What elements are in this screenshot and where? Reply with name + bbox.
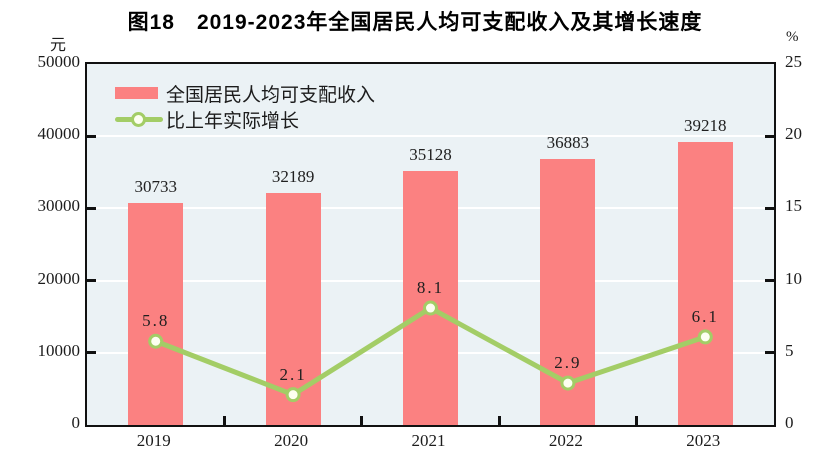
left-axis-tick-label: 10000 [37, 340, 81, 360]
x-axis-label-2021: 2021 [411, 431, 446, 450]
right-axis-tick-label: 25 [785, 52, 802, 71]
left-axis-tick-label: 30000 [37, 196, 81, 216]
growth-point-2021 [423, 300, 438, 316]
growth-value-label: 2.9 [554, 353, 582, 373]
right-axis-tick-label: 15 [785, 196, 802, 216]
right-axis-tick-label: 5 [785, 340, 794, 360]
left-axis-tick-label: 50000 [37, 52, 81, 71]
right-axis-tick [765, 279, 774, 283]
right-axis-tick-label: 20 [785, 124, 802, 144]
x-axis-label-2019: 2019 [136, 431, 171, 450]
right-axis-tick [765, 134, 774, 138]
left-axis-tick [87, 279, 96, 283]
growth-point-2023 [697, 329, 713, 345]
legend-item-growth: 比上年实际增长 [115, 106, 375, 132]
right-axis-tick-label: 0 [785, 413, 794, 432]
bar-2021 [403, 171, 458, 425]
growth-value-label: 6.1 [691, 306, 719, 326]
bar-value-label: 36883 [546, 132, 590, 152]
line-marker-swatch-icon [115, 112, 163, 127]
left-axis-tick-label: 40000 [37, 124, 81, 144]
bar-2019 [128, 203, 184, 425]
bar-value-label: 39218 [684, 115, 727, 135]
bar-value-label: 30733 [134, 177, 177, 197]
left-axis-tick [87, 134, 96, 138]
legend-item-income: 全国居民人均可支配收入 [115, 80, 375, 106]
growth-line [154, 305, 707, 398]
x-axis-tick [222, 416, 226, 425]
bar-value-label: 35128 [409, 145, 452, 165]
growth-value-label: 8.1 [416, 278, 445, 298]
x-axis-tick [360, 416, 364, 425]
right-axis-unit-label: % [786, 29, 799, 45]
x-axis-label-2023: 2023 [686, 431, 721, 450]
chart-title: 图18 2019-2023年全国居民人均可支配收入及其增长速度 [127, 11, 703, 34]
bar-2023 [677, 141, 733, 425]
growth-point-2020 [285, 387, 301, 403]
growth-line-layer [148, 300, 713, 403]
plot-area: 全国居民人均可支配收入 比上年实际增长 30733 32189 35128 36883… [85, 62, 776, 427]
right-axis-tick [765, 206, 774, 210]
x-axis-tick [635, 416, 639, 425]
left-axis-tick [87, 206, 96, 210]
x-axis-tick [497, 416, 501, 425]
legend-growth-label: 比上年实际增长 [166, 110, 300, 132]
left-axis-unit-label: 元 [49, 37, 66, 54]
legend-income-label: 全国居民人均可支配收入 [166, 84, 376, 106]
x-axis-label-2022: 2022 [548, 431, 583, 450]
growth-value-label: 5.8 [142, 311, 170, 331]
right-axis-tick [765, 351, 774, 355]
bar-swatch-icon [115, 87, 158, 99]
left-axis-tick-label: 0 [71, 413, 81, 432]
growth-value-label: 2.1 [279, 364, 307, 384]
bar-value-label: 32189 [271, 166, 315, 186]
growth-point-2019 [148, 333, 164, 349]
legend: 全国居民人均可支配收入 比上年实际增长 [115, 80, 375, 132]
right-axis-tick-label: 10 [785, 268, 802, 288]
x-axis-label-2020: 2020 [274, 431, 309, 450]
gridline [87, 135, 774, 138]
left-axis-tick-label: 20000 [37, 268, 81, 288]
left-axis-tick [87, 351, 96, 355]
growth-point-2022 [560, 375, 576, 391]
